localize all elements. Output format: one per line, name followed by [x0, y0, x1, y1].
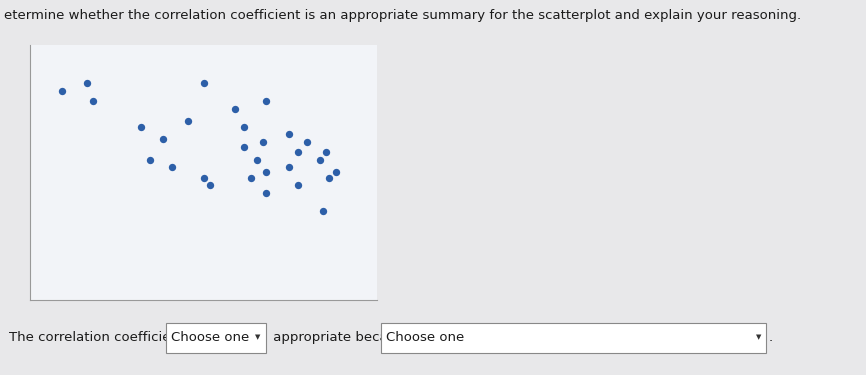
Text: ▼: ▼ — [255, 334, 261, 340]
Text: Choose one: Choose one — [171, 331, 249, 344]
Text: Choose one: Choose one — [386, 331, 464, 344]
Point — [322, 175, 336, 181]
Point — [181, 118, 195, 124]
Point — [316, 208, 330, 214]
Point — [291, 182, 305, 188]
Point — [197, 175, 210, 181]
Point — [165, 164, 179, 170]
Text: .: . — [769, 331, 773, 344]
Point — [260, 170, 274, 176]
Point — [237, 144, 251, 150]
Point — [329, 170, 343, 176]
Point — [237, 124, 251, 130]
Point — [301, 139, 314, 145]
Point — [87, 98, 100, 104]
Point — [197, 80, 210, 86]
Point — [256, 139, 270, 145]
Point — [143, 157, 157, 163]
Point — [133, 124, 147, 130]
Point — [291, 149, 305, 155]
Text: etermine whether the correlation coefficient is an appropriate summary for the s: etermine whether the correlation coeffic… — [4, 9, 801, 22]
Text: The correlation coefficient: The correlation coefficient — [9, 331, 188, 344]
Point — [281, 131, 295, 137]
Text: ▼: ▼ — [756, 334, 761, 340]
Point — [203, 182, 216, 188]
Point — [260, 98, 274, 104]
Point — [156, 136, 170, 142]
Point — [313, 157, 327, 163]
Text: appropriate because: appropriate because — [269, 331, 416, 344]
Point — [80, 80, 94, 86]
Point — [281, 164, 295, 170]
Point — [260, 190, 274, 196]
Point — [320, 149, 333, 155]
Point — [244, 175, 258, 181]
Point — [250, 157, 264, 163]
Point — [55, 88, 68, 94]
Point — [228, 106, 242, 112]
